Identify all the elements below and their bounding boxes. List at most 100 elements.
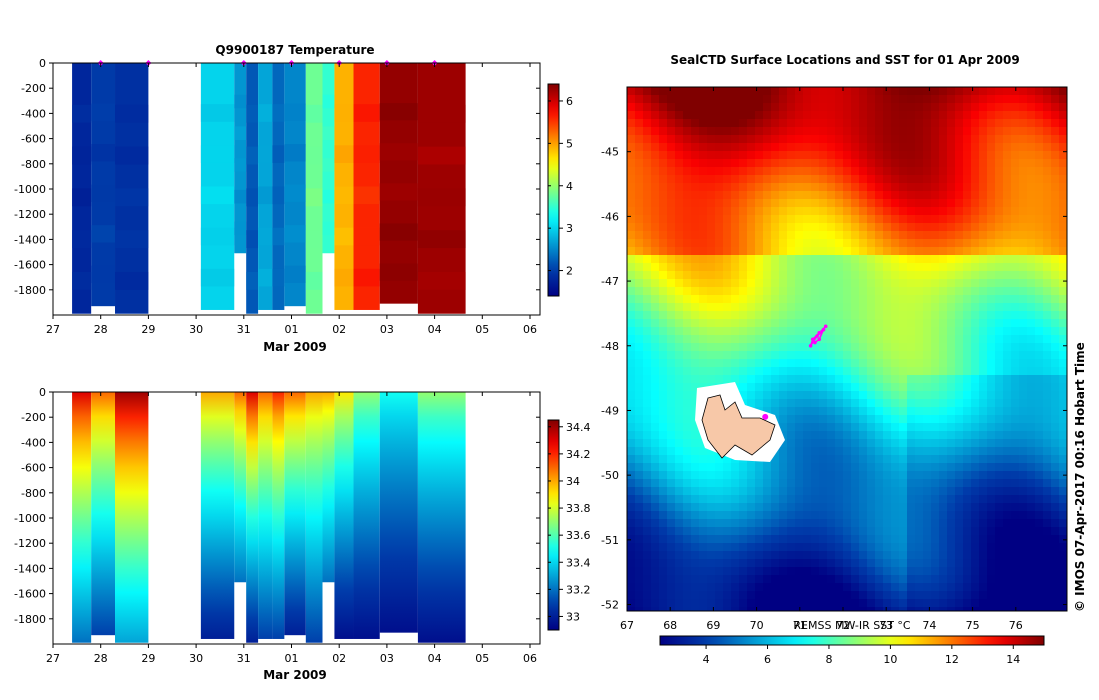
sst-cell xyxy=(907,311,916,320)
sst-cell xyxy=(683,439,692,448)
sst-cell xyxy=(755,591,764,600)
sst-cell xyxy=(659,511,668,520)
sst-cell xyxy=(835,351,844,360)
sst-cell xyxy=(1035,295,1044,304)
temperature-band xyxy=(417,271,466,290)
sst-cell xyxy=(907,551,916,560)
sst-cell xyxy=(787,159,796,168)
sst-cell xyxy=(947,135,956,144)
sst-cell xyxy=(875,295,884,304)
sst-cell xyxy=(955,591,964,600)
sst-cell xyxy=(923,327,932,336)
sst-cell xyxy=(931,599,940,608)
sst-cell xyxy=(643,527,652,536)
sst-cell xyxy=(883,303,892,312)
sst-cell xyxy=(731,599,740,608)
sst-cell xyxy=(659,583,668,592)
sst-cell xyxy=(691,359,700,368)
sst-cell xyxy=(651,247,660,256)
sst-cell xyxy=(987,199,996,208)
sst-cell xyxy=(1043,431,1052,440)
sst-cell xyxy=(875,519,884,528)
sst-cell xyxy=(979,175,988,184)
sst-cell xyxy=(691,247,700,256)
sst-cell xyxy=(835,583,844,592)
sst-cell xyxy=(891,527,900,536)
sst-cell xyxy=(683,455,692,464)
sst-cell xyxy=(1019,191,1028,200)
sst-cell xyxy=(635,591,644,600)
sst-cell xyxy=(731,303,740,312)
sst-cell xyxy=(907,471,916,480)
sst-cell xyxy=(1027,287,1036,296)
sst-cell xyxy=(995,463,1004,472)
x-tick-label: 03 xyxy=(380,652,394,665)
sst-cell xyxy=(667,439,676,448)
x-tick-label: 74 xyxy=(922,619,936,632)
sst-cell xyxy=(635,375,644,384)
sst-cell xyxy=(659,303,668,312)
sst-cell xyxy=(755,575,764,584)
sst-cell xyxy=(995,119,1004,128)
sst-cell xyxy=(795,415,804,424)
sst-cell xyxy=(715,167,724,176)
sst-cell xyxy=(1011,327,1020,336)
sst-cell xyxy=(1027,327,1036,336)
sst-cell xyxy=(683,223,692,232)
sst-cell xyxy=(907,575,916,584)
sst-cell xyxy=(939,383,948,392)
sst-cell xyxy=(691,583,700,592)
sst-cell xyxy=(955,575,964,584)
sst-cell xyxy=(675,471,684,480)
sst-cell xyxy=(803,583,812,592)
sst-cell xyxy=(931,399,940,408)
temperature-band xyxy=(91,103,116,121)
sst-cell xyxy=(667,167,676,176)
sst-cell xyxy=(739,135,748,144)
sst-cell xyxy=(835,159,844,168)
sst-cell xyxy=(659,431,668,440)
sst-cell xyxy=(1051,87,1060,96)
sst-cell xyxy=(675,487,684,496)
sst-cell xyxy=(843,119,852,128)
sst-cell xyxy=(947,167,956,176)
sst-cell xyxy=(843,559,852,568)
sst-cell xyxy=(659,143,668,152)
sst-cell xyxy=(787,295,796,304)
sst-cell xyxy=(755,143,764,152)
sst-cell xyxy=(827,367,836,376)
sst-cell xyxy=(643,103,652,112)
sst-cell xyxy=(1027,543,1036,552)
sst-cell xyxy=(883,503,892,512)
sst-cell xyxy=(843,391,852,400)
sst-cell xyxy=(739,511,748,520)
sst-cell xyxy=(875,575,884,584)
sst-cell xyxy=(667,527,676,536)
sst-cell xyxy=(899,463,908,472)
sst-cell xyxy=(811,351,820,360)
sst-cell xyxy=(1035,167,1044,176)
sst-cell xyxy=(771,135,780,144)
sst-cell xyxy=(827,415,836,424)
sst-cell xyxy=(795,199,804,208)
sst-cell xyxy=(875,591,884,600)
sst-cell xyxy=(787,103,796,112)
sst-cell xyxy=(843,583,852,592)
sst-cell xyxy=(859,95,868,104)
sst-cell xyxy=(971,359,980,368)
sst-cell xyxy=(827,343,836,352)
sst-cell xyxy=(691,511,700,520)
sst-cell xyxy=(931,287,940,296)
sst-cell xyxy=(715,471,724,480)
sst-cell xyxy=(627,503,636,512)
sst-cell xyxy=(1059,191,1067,200)
sst-cell xyxy=(627,279,636,288)
sst-cell xyxy=(763,367,772,376)
sst-cell xyxy=(1035,383,1044,392)
sst-cell xyxy=(659,567,668,576)
sst-cell xyxy=(763,575,772,584)
sst-cell xyxy=(763,119,772,128)
sst-cell xyxy=(955,271,964,280)
sst-cell xyxy=(915,399,924,408)
sst-cell xyxy=(867,207,876,216)
